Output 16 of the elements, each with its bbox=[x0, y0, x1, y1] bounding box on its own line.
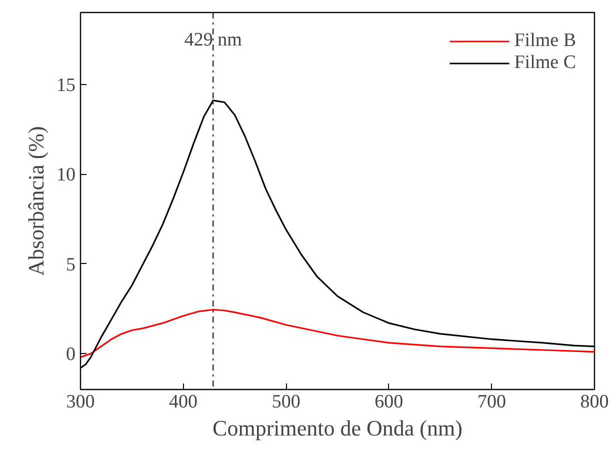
x-tick-label: 400 bbox=[169, 392, 198, 412]
y-tick-label: 0 bbox=[66, 344, 76, 366]
x-tick-label: 300 bbox=[66, 392, 95, 412]
legend-label: Filme C bbox=[514, 52, 576, 74]
ref-line-label: 429 nm bbox=[184, 30, 242, 50]
x-axis-title: Comprimento de Onda (nm) bbox=[212, 416, 462, 440]
y-tick-label: 15 bbox=[56, 74, 76, 96]
x-tick-label: 800 bbox=[580, 392, 609, 412]
x-tick-label: 500 bbox=[272, 392, 300, 412]
legend-label: Filme B bbox=[514, 30, 576, 52]
line-series bbox=[80, 308, 594, 358]
y-axis-title: Absorbância (%) bbox=[24, 126, 48, 276]
y-tick-label: 10 bbox=[56, 164, 76, 186]
y-tick-label: 5 bbox=[66, 254, 76, 276]
x-tick-label: 600 bbox=[374, 392, 404, 412]
x-tick-label: 700 bbox=[477, 392, 506, 412]
